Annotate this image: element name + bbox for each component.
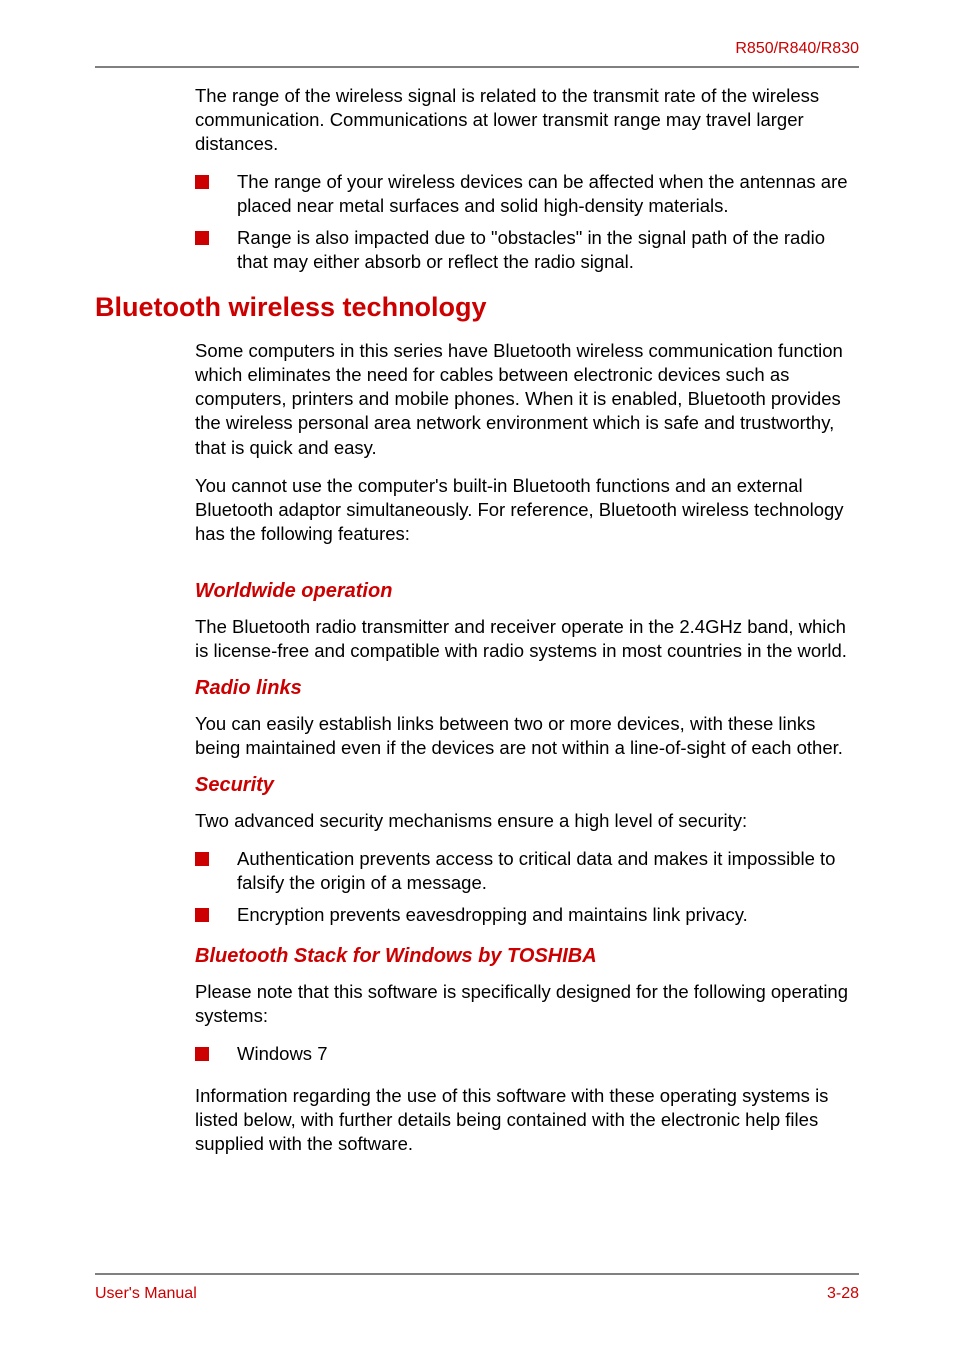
stack-bullet-list: Windows 7 — [195, 1042, 859, 1066]
footer-rule — [95, 1273, 859, 1275]
subheading-stack: Bluetooth Stack for Windows by TOSHIBA — [195, 945, 859, 968]
radio-links-body: You can easily establish links between t… — [195, 712, 859, 760]
worldwide-body: The Bluetooth radio transmitter and rece… — [195, 615, 859, 663]
bullet-text: Encryption prevents eavesdropping and ma… — [237, 903, 859, 927]
bullet-icon — [195, 908, 209, 922]
bullet-text: Authentication prevents access to critic… — [237, 847, 859, 895]
list-item: Range is also impacted due to "obstacles… — [195, 226, 859, 274]
footer-row: User's Manual 3-28 — [95, 1285, 859, 1303]
bullet-icon — [195, 175, 209, 189]
list-item: Authentication prevents access to critic… — [195, 847, 859, 895]
bullet-text: Windows 7 — [237, 1042, 859, 1066]
subheading-security: Security — [195, 774, 859, 797]
security-bullet-list: Authentication prevents access to critic… — [195, 847, 859, 927]
list-item: Windows 7 — [195, 1042, 859, 1066]
bullet-icon — [195, 1047, 209, 1061]
list-item: Encryption prevents eavesdropping and ma… — [195, 903, 859, 927]
header-rule — [95, 66, 859, 68]
bullet-icon — [195, 852, 209, 866]
content-area: The range of the wireless signal is rela… — [95, 84, 859, 1156]
stack-intro: Please note that this software is specif… — [195, 980, 859, 1028]
page: R850/R840/R830 The range of the wireless… — [0, 0, 954, 1345]
section-heading-bluetooth: Bluetooth wireless technology — [95, 292, 859, 323]
intro-paragraph: The range of the wireless signal is rela… — [195, 84, 859, 156]
footer-title: User's Manual — [95, 1285, 197, 1303]
bluetooth-paragraph-1: Some computers in this series have Bluet… — [195, 339, 859, 459]
security-intro: Two advanced security mechanisms ensure … — [195, 809, 859, 833]
footer: User's Manual 3-28 — [95, 1273, 859, 1303]
bluetooth-paragraph-2: You cannot use the computer's built-in B… — [195, 474, 859, 546]
stack-outro: Information regarding the use of this so… — [195, 1084, 859, 1156]
list-item: The range of your wireless devices can b… — [195, 170, 859, 218]
bullet-text: Range is also impacted due to "obstacles… — [237, 226, 859, 274]
intro-bullet-list: The range of your wireless devices can b… — [195, 170, 859, 274]
header-product-code: R850/R840/R830 — [95, 40, 859, 58]
bullet-text: The range of your wireless devices can b… — [237, 170, 859, 218]
bullet-icon — [195, 231, 209, 245]
footer-page-number: 3-28 — [827, 1285, 859, 1303]
subheading-worldwide: Worldwide operation — [195, 580, 859, 603]
subheading-radio-links: Radio links — [195, 677, 859, 700]
